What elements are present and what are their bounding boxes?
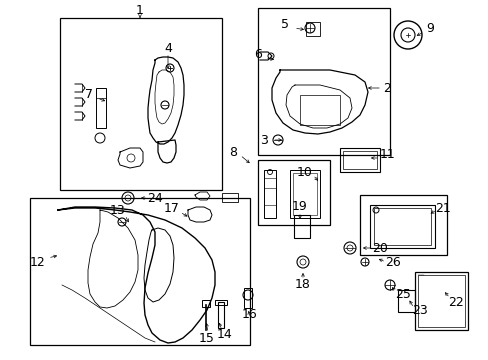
Bar bbox=[359, 195, 446, 255]
Text: 8: 8 bbox=[228, 145, 237, 158]
Bar bbox=[258, 160, 329, 225]
Text: 9: 9 bbox=[425, 22, 433, 35]
Bar bbox=[60, 18, 222, 190]
Bar bbox=[305, 22, 319, 36]
Text: 26: 26 bbox=[385, 256, 400, 269]
Text: 17: 17 bbox=[164, 202, 180, 215]
Text: 22: 22 bbox=[447, 296, 463, 309]
Bar bbox=[218, 302, 224, 328]
Bar bbox=[289, 170, 319, 218]
Text: 20: 20 bbox=[371, 242, 387, 255]
Bar bbox=[369, 205, 434, 248]
Bar bbox=[414, 272, 467, 330]
Bar bbox=[293, 215, 309, 238]
Bar bbox=[339, 148, 379, 172]
Bar bbox=[342, 151, 376, 169]
Text: 7: 7 bbox=[85, 89, 93, 102]
Text: 19: 19 bbox=[291, 201, 307, 213]
Text: 25: 25 bbox=[394, 288, 410, 302]
Text: 14: 14 bbox=[217, 328, 232, 342]
Bar bbox=[244, 288, 251, 308]
Bar bbox=[299, 95, 339, 125]
Text: 2: 2 bbox=[382, 81, 390, 94]
Bar bbox=[215, 300, 226, 305]
Text: 5: 5 bbox=[281, 18, 288, 31]
Text: 11: 11 bbox=[379, 148, 395, 162]
Text: 18: 18 bbox=[294, 279, 310, 292]
Bar bbox=[292, 173, 316, 215]
Text: 3: 3 bbox=[260, 134, 267, 147]
Text: 16: 16 bbox=[242, 309, 257, 321]
Text: 12: 12 bbox=[30, 256, 46, 269]
Text: 6: 6 bbox=[254, 49, 262, 62]
Text: 21: 21 bbox=[434, 202, 450, 215]
Text: 1: 1 bbox=[136, 4, 143, 17]
Text: 15: 15 bbox=[199, 332, 215, 345]
Bar bbox=[264, 170, 275, 218]
Bar bbox=[258, 8, 389, 155]
Bar bbox=[397, 290, 414, 312]
Bar bbox=[373, 208, 430, 245]
Text: 24: 24 bbox=[147, 192, 163, 204]
Bar bbox=[202, 300, 209, 307]
Bar bbox=[30, 198, 249, 345]
Bar bbox=[96, 88, 106, 128]
Text: 4: 4 bbox=[164, 41, 172, 54]
Text: 13: 13 bbox=[110, 203, 125, 216]
Text: 10: 10 bbox=[296, 166, 312, 179]
Text: 23: 23 bbox=[411, 303, 427, 316]
Bar bbox=[222, 193, 238, 202]
Bar bbox=[417, 275, 464, 327]
